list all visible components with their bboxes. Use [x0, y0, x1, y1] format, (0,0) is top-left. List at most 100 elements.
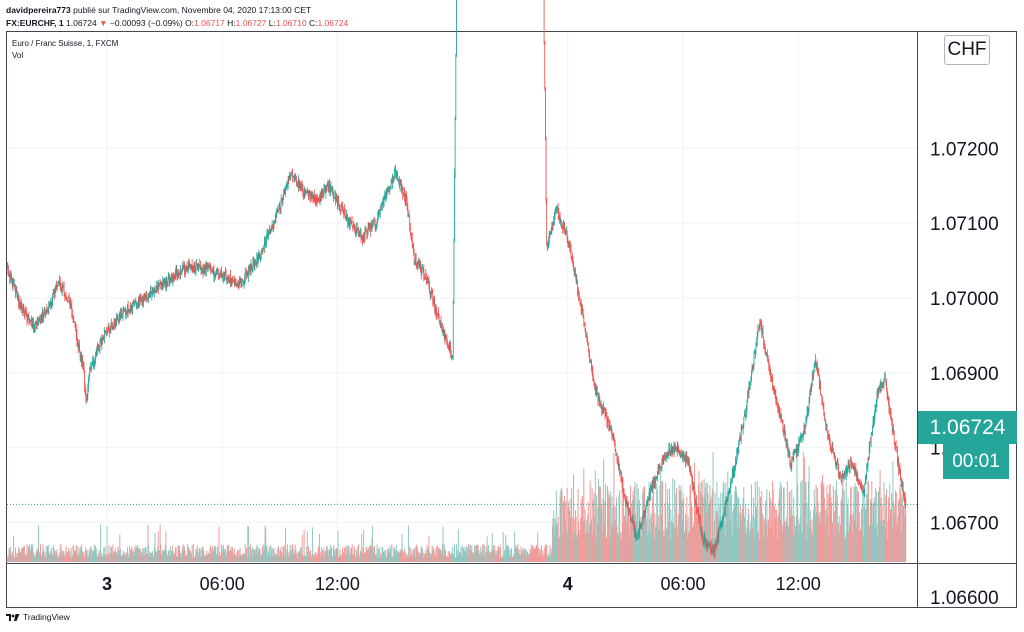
volume-bar: [392, 556, 394, 562]
volume-bar: [71, 557, 73, 562]
volume-bar: [802, 452, 804, 562]
candle-body: [305, 190, 307, 193]
volume-bar: [711, 488, 713, 562]
candle-body: [35, 321, 37, 324]
candle-body: [581, 307, 583, 311]
candle-body: [683, 452, 684, 459]
candle-body: [580, 304, 582, 311]
candle-body: [788, 452, 789, 453]
volume-bar: [583, 468, 585, 562]
volume-bar: [314, 557, 316, 562]
candle-body: [666, 455, 668, 457]
candle-body: [795, 448, 797, 455]
candle-body: [837, 462, 839, 466]
volume-bar: [333, 551, 335, 562]
volume-bar: [571, 517, 573, 562]
candle-body: [798, 440, 800, 450]
candle-body: [744, 414, 745, 418]
volume-bar: [712, 452, 714, 562]
candle-body: [326, 185, 328, 191]
candle-body: [616, 453, 618, 462]
candle-body: [152, 288, 154, 292]
volume-bar: [642, 491, 644, 562]
candle-body: [614, 441, 616, 450]
volume-bar: [563, 504, 565, 562]
volume-bar: [825, 508, 827, 562]
time-axis[interactable]: 3 06:00 12:00 4 06:00 12:00: [102, 574, 821, 594]
volume-bar: [882, 525, 884, 562]
candle-body: [381, 207, 382, 211]
candle-body: [593, 381, 595, 386]
candle-body: [755, 351, 756, 354]
volume-bar: [674, 528, 676, 562]
candle-body: [717, 532, 719, 538]
volume-bar: [63, 553, 65, 562]
volume-bar: [404, 548, 406, 562]
volume-bar: [160, 555, 162, 562]
candle-body: [387, 189, 389, 191]
candle-body: [630, 515, 631, 519]
volume-bar: [584, 508, 586, 562]
candle-body: [751, 372, 752, 382]
chart-frame[interactable]: [6, 31, 1017, 608]
candle-body: [378, 212, 380, 213]
volume-bar: [663, 529, 665, 562]
volume-bar: [98, 550, 100, 562]
volume-bar: [576, 537, 578, 562]
candle-body: [740, 435, 741, 440]
candle-body: [573, 270, 575, 272]
volume-bar: [315, 551, 317, 562]
volume-bar: [174, 555, 176, 562]
volume-bar: [838, 523, 840, 562]
volume-bar: [511, 557, 513, 562]
volume-bar: [100, 524, 102, 562]
candle-body: [575, 274, 577, 281]
volume-bar: [733, 504, 735, 562]
volume-bar: [312, 554, 314, 562]
price-axis[interactable]: 1.066001.067001.068001.069001.070001.071…: [930, 139, 999, 609]
volume-bar: [207, 553, 209, 562]
candle-body: [188, 263, 190, 267]
volume-bar: [271, 547, 273, 562]
candle-body: [31, 320, 32, 322]
volume-bar: [509, 555, 511, 562]
candle-body: [603, 407, 604, 409]
volume-bar: [326, 546, 328, 562]
candle-body: [791, 457, 793, 466]
candle-body: [551, 222, 553, 230]
footer-brand[interactable]: TradingView: [6, 612, 70, 622]
volume-bar: [73, 545, 75, 562]
volume-bar: [398, 553, 400, 562]
currency-badge[interactable]: CHF: [944, 35, 990, 65]
down-arrow-icon: ▼: [99, 18, 108, 28]
candle-body: [37, 321, 39, 325]
volume-bar: [295, 552, 297, 562]
volume-bar: [482, 544, 484, 562]
volume-bar: [315, 556, 317, 562]
volume-bar: [822, 486, 824, 562]
candle-body: [595, 386, 596, 390]
candle-body: [428, 280, 430, 285]
candle-body: [214, 274, 215, 277]
volume-bar: [92, 551, 94, 562]
volume-bar: [749, 530, 751, 562]
volume-bar: [89, 546, 91, 562]
volume-bar: [205, 557, 207, 562]
volume-bar: [169, 555, 171, 562]
candle-body: [655, 479, 656, 484]
candle-body: [730, 484, 731, 492]
candle-body: [291, 173, 292, 175]
candle-body: [427, 281, 428, 283]
volume-bar: [190, 552, 192, 562]
volume-bar: [238, 554, 240, 562]
candle-body: [403, 193, 404, 196]
volume-bar: [621, 477, 623, 562]
candle-body: [402, 186, 403, 194]
volume-bar: [706, 483, 708, 562]
volume-bar: [319, 556, 321, 562]
volume-bar: [351, 544, 353, 562]
volume-bar: [294, 544, 296, 562]
volume-bar: [455, 557, 457, 562]
volume-bar: [753, 536, 755, 562]
